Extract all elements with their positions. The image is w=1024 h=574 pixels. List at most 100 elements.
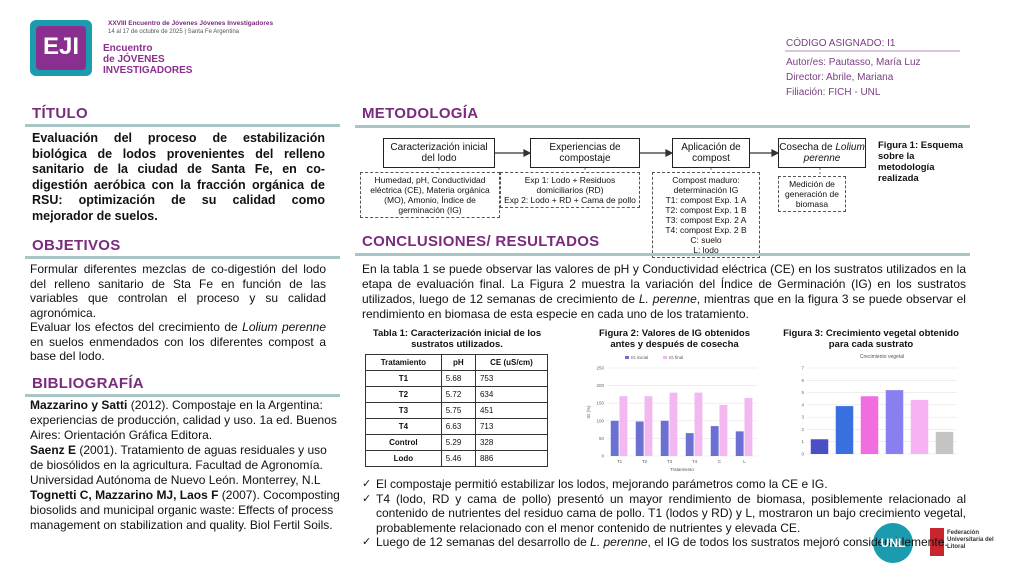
detail-line: Exp 1: Lodo + Residuos domiciliarios (RD… — [524, 175, 616, 195]
cell: 886 — [474, 450, 549, 467]
text-segment: Experiencias de compostaje — [549, 142, 621, 164]
cell: Lodo — [365, 450, 442, 467]
heading-bar — [25, 256, 340, 259]
bar — [610, 420, 619, 456]
brand-line: Encuentro — [103, 43, 153, 54]
bar — [635, 421, 644, 456]
authors: Autor/es: Pautasso, María Luz — [786, 57, 921, 68]
cell: T2 — [365, 386, 442, 403]
text-segment: (2001). Tratamiento de aguas residuales … — [30, 443, 327, 487]
cell: 5.46 — [440, 450, 476, 467]
x-tick-label: T3 — [667, 459, 673, 464]
y-tick-label: 1 — [801, 439, 804, 444]
text-segment: Mazzarino y Satti — [30, 398, 128, 412]
cell: 328 — [474, 434, 549, 451]
cell: 6.63 — [440, 418, 476, 435]
brand-line: INVESTIGADORES — [103, 65, 193, 76]
cell: Control — [365, 434, 442, 451]
unl-text: UNL — [880, 536, 906, 550]
detail-box: Medición de generación de biomasa — [778, 176, 846, 212]
x-axis-label: Tratamiento — [670, 467, 694, 472]
cell: T4 — [365, 418, 442, 435]
code: CÓDIGO ASIGNADO: I1 — [786, 38, 896, 49]
x-tick-label: T1 — [617, 459, 623, 464]
detail-line: L: lodo — [693, 245, 719, 255]
table-row: T3 5.75 451 — [365, 402, 549, 419]
arrows — [495, 149, 780, 157]
bar — [935, 431, 954, 454]
objectives-text: Formular diferentes mezclas de co-digest… — [30, 262, 326, 364]
y-tick-label: 0 — [601, 454, 604, 459]
step-box: Caracterización inicial del lodo — [383, 138, 495, 168]
text-segment: T4 (lodo, RD y cama de pollo) presentó u… — [376, 491, 966, 535]
bar — [735, 431, 744, 456]
y-tick-label: 7 — [801, 366, 804, 371]
y-tick-label: 250 — [596, 366, 604, 371]
detail-line: C: suelo — [690, 235, 722, 245]
step-label: Aplicación de compost — [673, 142, 749, 164]
y-tick-label: 3 — [801, 415, 804, 420]
cell: 5.68 — [440, 370, 476, 387]
conclusions-intro: En la tabla 1 se puede observar las valo… — [362, 262, 966, 322]
table-row: T1 5.68 753 — [365, 370, 549, 387]
reference: Tognetti C, Mazzarino MJ, Laos F (2007).… — [30, 488, 340, 533]
detail-box: Exp 1: Lodo + Residuos domiciliarios (RD… — [500, 172, 640, 208]
reference: Saenz E (2001). Tratamiento de aguas res… — [30, 443, 340, 488]
heading-bar — [355, 125, 970, 128]
text-segment: Lolium perenne — [242, 320, 326, 334]
table-title: Tabla 1: Caracterización inicial de los … — [372, 328, 542, 350]
chart: 0 50 100 150 200 250 IG (%) Tratamiento T1 T2 T3 T4… — [586, 355, 757, 472]
bar — [685, 433, 694, 456]
table: Tratamiento pH CE (uS/cm) T1 5.68 753 T2 5.72 63… — [365, 354, 549, 467]
ful-text: Federación Universitaria del Litoral — [947, 530, 994, 550]
cell: 451 — [474, 402, 549, 419]
header-cell: Tratamiento — [365, 354, 442, 371]
text-segment: en suelos enmendados con los diferentes … — [30, 334, 326, 364]
figure-title: Figura 2: Valores de IG obtenidos antes … — [599, 328, 750, 350]
y-tick-label: 2 — [801, 427, 804, 432]
text-segment: Lolium perenne — [803, 142, 865, 164]
heading: CONCLUSIONES/ RESULTADOS — [362, 233, 600, 250]
cell: 5.72 — [440, 386, 476, 403]
bar — [860, 396, 879, 454]
poster-title: Evaluación del proceso de estabilización… — [32, 131, 325, 223]
reference: Mazzarino y Satti (2012). Compostaje en … — [30, 398, 340, 443]
legend-swatch — [625, 356, 629, 359]
step-label: Cosecha de Lolium perenne — [779, 142, 865, 164]
bar — [644, 396, 653, 456]
y-tick-label: 4 — [801, 402, 804, 407]
step-label: Caracterización inicial del lodo — [384, 142, 494, 164]
text-segment: Evaluar los efectos del crecimiento de — [30, 320, 243, 334]
detail-line: T2: compost Exp. 1 B — [665, 205, 747, 215]
bar — [619, 396, 628, 456]
bibliography-text: Mazzarino y Satti (2012). Compostaje en … — [30, 398, 340, 533]
step-label: Experiencias de compostaje — [531, 142, 639, 164]
table-header: Tratamiento pH CE (uS/cm) — [365, 354, 549, 371]
step-box: Cosecha de Lolium perenne — [778, 138, 866, 168]
logo-inner — [36, 26, 86, 70]
event-date: 14 al 17 de octubre de 2025 | Santa Fe A… — [108, 29, 239, 35]
bullet: Luego de 12 semanas del desarrollo de L.… — [362, 535, 966, 550]
heading-bar — [25, 394, 340, 397]
bar — [710, 426, 719, 456]
bar — [885, 390, 904, 454]
text-segment: , mientras que en la figura 3 se puede o… — [362, 292, 966, 321]
cell: 753 — [474, 370, 549, 387]
bar — [810, 439, 829, 454]
bar — [744, 397, 753, 456]
x-tick-label: L — [743, 459, 746, 464]
y-tick-label: 100 — [596, 418, 604, 423]
conclusions-list: El compostaje permitió estabilizar los l… — [362, 477, 966, 550]
figure-title: Figura 3: Crecimiento vegetal obtenido p… — [783, 328, 959, 350]
detail-line: T3: compost Exp. 2 A — [665, 215, 747, 225]
bar — [669, 392, 678, 456]
y-tick-label: 50 — [599, 436, 605, 441]
heading: BIBLIOGRAFÍA — [32, 375, 144, 392]
legend-label: IG final — [669, 355, 683, 360]
detail-line: T4: compost Exp. 2 B — [665, 225, 747, 235]
cell: 5.29 — [440, 434, 476, 451]
header-cell: pH — [440, 354, 476, 371]
text-segment: Caracterización inicial del lodo — [390, 142, 488, 164]
